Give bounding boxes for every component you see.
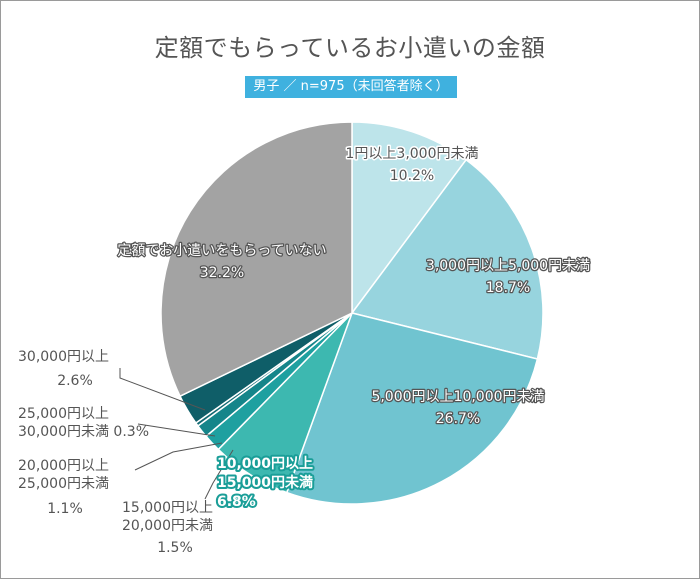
chart-title: 定額でもらっているお小遣いの金額 <box>154 34 546 62</box>
slice-label: 5,000円以上10,000円未満 <box>371 389 544 405</box>
slice-label: 20,000円未満 <box>122 518 213 534</box>
pie-slice <box>285 312 539 505</box>
pie-slice <box>351 121 468 316</box>
slice-value-label: 1.1% <box>47 501 83 517</box>
slice-value-label: 2.6% <box>57 373 93 389</box>
leader-line <box>137 423 216 437</box>
slice-label: 20,000円以上 <box>18 458 109 474</box>
slice-label: 3,000円以上5,000円未満 <box>426 258 590 274</box>
leader-line <box>134 442 223 471</box>
slice-label: 15,000円未満 <box>217 474 313 491</box>
slice-label: 15,000円以上 <box>122 500 213 516</box>
slice-label: 10,000円以上 <box>217 456 313 472</box>
chart-subtitle: 男子 ／ n=975（未回答者除く） <box>245 76 457 98</box>
pie-slice <box>350 158 544 360</box>
slice-label: 25,000円以上 <box>18 406 109 422</box>
slice-value-label: 1.5% <box>157 540 193 556</box>
leader-line <box>204 449 234 500</box>
slice-label: 定額でお小遣いをもらっていない <box>117 243 326 259</box>
slice-value-label: 26.7% <box>436 411 480 427</box>
slice-label: 30,000円未満 0.3% <box>18 424 149 440</box>
slice-value-label: 32.2% <box>200 265 244 281</box>
pie-slice <box>160 121 353 398</box>
slice-value-label: 6.8% <box>217 494 256 510</box>
slice-label: 1円以上3,000円未満 <box>346 146 479 162</box>
slice-value-label: 18.7% <box>486 280 530 296</box>
slice-value-label: 10.2% <box>390 168 434 184</box>
slice-label: 30,000円以上 <box>18 349 109 365</box>
leader-line <box>119 368 206 411</box>
slice-label: 25,000円未満 <box>18 476 109 492</box>
